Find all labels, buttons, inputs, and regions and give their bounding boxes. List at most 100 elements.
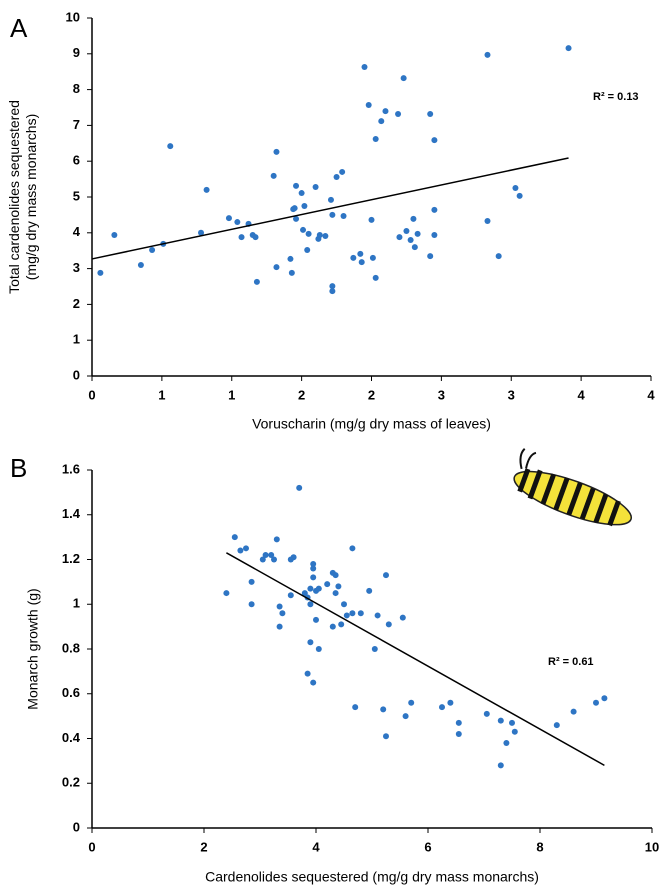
data-point: [234, 219, 241, 226]
data-point: [287, 255, 294, 262]
r-squared-annotation: R² = 0.13: [593, 91, 639, 103]
y-tick-label: 8: [73, 81, 80, 96]
data-point: [352, 704, 359, 711]
panel-label: A: [10, 13, 28, 43]
data-point: [310, 560, 317, 567]
data-point: [273, 264, 280, 271]
y-tick-label: 0: [73, 819, 80, 834]
data-point: [237, 547, 244, 554]
data-point: [276, 603, 283, 610]
data-point: [439, 704, 445, 711]
data-point: [408, 699, 415, 706]
data-point: [427, 253, 434, 260]
data-point: [304, 670, 311, 677]
x-tick-label: 3: [438, 387, 445, 402]
y-tick-label: 2: [73, 296, 80, 311]
data-point: [407, 236, 414, 243]
x-tick-label: 3: [508, 387, 515, 402]
y-axis-title: (mg/g dry mass monarchs): [23, 114, 39, 280]
data-point: [338, 621, 345, 628]
data-point: [287, 592, 294, 599]
x-tick-label: 2: [298, 387, 305, 402]
caterpillar-illustration: [513, 447, 633, 527]
x-tick-label: 6: [424, 839, 431, 854]
data-point: [296, 484, 303, 491]
data-point: [369, 254, 376, 261]
data-point: [512, 185, 519, 192]
data-point: [332, 590, 339, 597]
data-point: [410, 215, 417, 222]
data-point: [329, 623, 336, 630]
data-point: [383, 733, 389, 740]
data-point: [372, 274, 379, 281]
data-point: [300, 226, 307, 233]
data-point: [399, 614, 406, 621]
r-squared-annotation: R² = 0.61: [548, 656, 594, 668]
data-point: [305, 230, 312, 237]
data-point: [288, 269, 295, 276]
data-point: [316, 231, 323, 238]
data-point: [383, 572, 389, 579]
data-point: [243, 545, 249, 552]
data-point: [167, 143, 174, 150]
x-tick-label: 10: [645, 839, 659, 854]
data-point: [380, 706, 387, 713]
data-point: [273, 148, 280, 155]
data-point: [335, 583, 342, 590]
data-point: [290, 554, 297, 561]
y-tick-label: 6: [73, 153, 80, 168]
data-point: [570, 708, 577, 715]
x-tick-label: 1: [228, 387, 235, 402]
data-point: [340, 212, 347, 219]
data-point: [349, 545, 356, 552]
data-point: [483, 710, 490, 717]
data-point: [341, 601, 347, 608]
data-point: [414, 230, 421, 237]
x-tick-label: 8: [536, 839, 543, 854]
data-point: [198, 229, 205, 236]
data-point: [310, 574, 317, 581]
y-tick-label: 4: [73, 224, 81, 239]
data-point: [270, 172, 277, 179]
data-point: [279, 610, 286, 617]
data-point: [253, 278, 260, 285]
data-point: [293, 182, 300, 189]
data-point: [343, 612, 350, 619]
data-point: [349, 610, 356, 617]
data-point: [497, 717, 504, 724]
data-point: [411, 244, 418, 251]
data-point: [565, 45, 572, 52]
data-point: [329, 288, 336, 295]
data-point: [503, 739, 510, 746]
data-point: [400, 75, 407, 82]
y-tick-label: 1.2: [62, 551, 80, 566]
data-point: [484, 51, 491, 58]
data-point: [497, 762, 504, 769]
data-point: [307, 639, 314, 646]
data-point: [301, 202, 308, 209]
y-tick-label: 0.4: [62, 730, 81, 745]
y-axis-title: Total cardenolides sequestered: [6, 100, 22, 294]
data-point: [385, 621, 392, 628]
data-point: [431, 231, 438, 238]
y-tick-label: 1: [73, 332, 80, 347]
data-point: [310, 679, 317, 686]
y-tick-label: 9: [73, 45, 80, 60]
data-point: [252, 234, 259, 241]
data-point: [601, 695, 608, 702]
y-tick-label: 1.6: [62, 461, 80, 476]
data-point: [97, 269, 104, 276]
data-point: [378, 118, 385, 125]
trendline: [91, 157, 569, 260]
data-point: [431, 137, 438, 144]
y-tick-label: 0.6: [62, 685, 80, 700]
data-point: [329, 283, 336, 290]
data-point: [371, 646, 378, 652]
data-point: [484, 217, 491, 224]
y-tick-label: 0.8: [62, 640, 80, 655]
data-point: [361, 64, 368, 71]
data-point: [396, 234, 403, 241]
y-tick-label: 5: [73, 188, 80, 203]
x-tick-label: 0: [88, 839, 95, 854]
x-axis-title: Cardenolides sequestered (mg/g dry mass …: [205, 869, 539, 885]
